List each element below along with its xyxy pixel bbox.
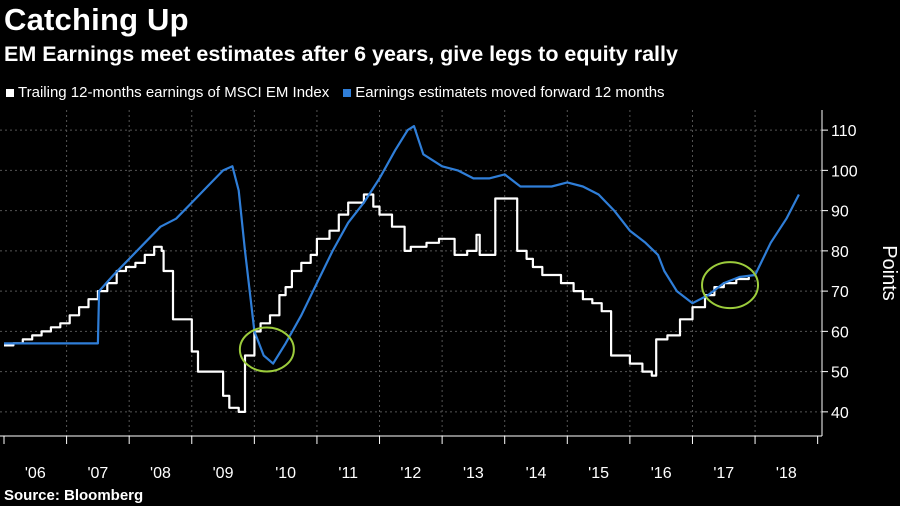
x-tick-label: '07 (87, 465, 108, 482)
x-tick-label: '06 (25, 465, 46, 482)
x-tick-label: '16 (651, 465, 672, 482)
legend: Trailing 12-months earnings of MSCI EM I… (6, 84, 665, 101)
y-tick-label: 100 (831, 163, 858, 180)
y-tick-label: 80 (831, 244, 849, 261)
x-tick-label: '10 (275, 465, 296, 482)
chart-title: Catching Up (4, 2, 189, 37)
x-tick-label: '18 (776, 465, 797, 482)
highlight-circle-2010 (238, 326, 295, 373)
legend-swatch-estimates (343, 88, 352, 97)
y-tick-label: 110 (831, 123, 857, 140)
y-tick-label: 40 (831, 405, 849, 422)
x-tick-label: '17 (713, 465, 734, 482)
legend-item-estimates: Earnings estimatets moved forward 12 mon… (343, 84, 665, 101)
x-tick-label: '09 (213, 465, 234, 482)
x-tick-label: '15 (588, 465, 609, 482)
source-note: Source: Bloomberg (4, 487, 144, 504)
series-line-trailing (4, 193, 750, 413)
x-tick-label: '13 (463, 465, 484, 482)
series-line-estimates (4, 125, 800, 365)
x-tick-label: '14 (526, 465, 547, 482)
highlight-circle-2017 (701, 261, 760, 310)
legend-label-estimates: Earnings estimatets moved forward 12 mon… (355, 84, 665, 101)
y-tick-label: 50 (831, 365, 849, 382)
x-tick-label: '08 (150, 465, 171, 482)
chart-subtitle: EM Earnings meet estimates after 6 years… (4, 42, 678, 66)
y-tick-label: 70 (831, 284, 849, 301)
y-axis-title: Points (878, 245, 900, 301)
legend-swatch-trailing (6, 88, 14, 97)
legend-item-trailing: Trailing 12-months earnings of MSCI EM I… (6, 84, 329, 101)
y-tick-label: 60 (831, 324, 849, 341)
x-tick-label: '12 (400, 465, 421, 482)
y-tick-label: 90 (831, 204, 849, 221)
legend-label-trailing: Trailing 12-months earnings of MSCI EM I… (18, 84, 330, 101)
x-tick-label: '11 (338, 465, 358, 482)
